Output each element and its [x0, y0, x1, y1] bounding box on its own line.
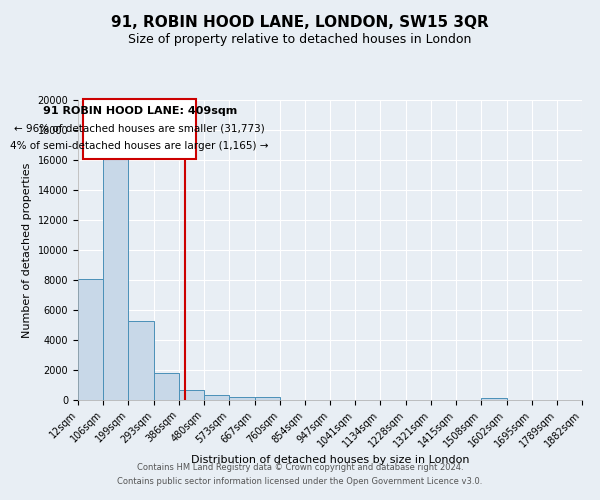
- Text: 91, ROBIN HOOD LANE, LONDON, SW15 3QR: 91, ROBIN HOOD LANE, LONDON, SW15 3QR: [111, 15, 489, 30]
- Bar: [254, 397, 280, 400]
- Y-axis label: Number of detached properties: Number of detached properties: [22, 162, 32, 338]
- Bar: [179, 390, 204, 400]
- Text: ← 96% of detached houses are smaller (31,773): ← 96% of detached houses are smaller (31…: [14, 124, 265, 134]
- Bar: [204, 395, 229, 400]
- Bar: [481, 398, 506, 400]
- Text: 4% of semi-detached houses are larger (1,165) →: 4% of semi-detached houses are larger (1…: [10, 142, 269, 152]
- Text: Contains HM Land Registry data © Crown copyright and database right 2024.: Contains HM Land Registry data © Crown c…: [137, 464, 463, 472]
- Bar: [229, 397, 254, 400]
- Bar: [154, 373, 179, 400]
- Bar: [78, 278, 103, 400]
- Bar: [103, 151, 128, 400]
- Bar: [128, 320, 154, 400]
- Text: Contains public sector information licensed under the Open Government Licence v3: Contains public sector information licen…: [118, 477, 482, 486]
- Text: 91 ROBIN HOOD LANE: 409sqm: 91 ROBIN HOOD LANE: 409sqm: [43, 106, 237, 116]
- Text: Size of property relative to detached houses in London: Size of property relative to detached ho…: [128, 32, 472, 46]
- X-axis label: Distribution of detached houses by size in London: Distribution of detached houses by size …: [191, 454, 469, 464]
